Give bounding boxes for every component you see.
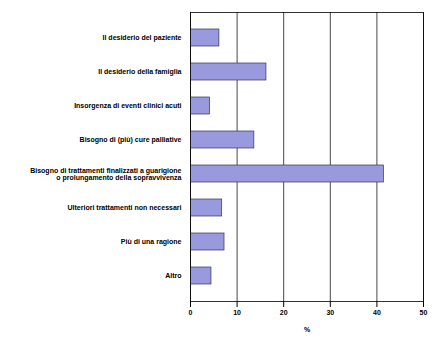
svg-text:Bisogno di trattamenti finaliz: Bisogno di trattamenti finalizzati a gua…: [30, 167, 181, 182]
svg-text:Il desiderio della famiglia: Il desiderio della famiglia: [98, 68, 181, 76]
svg-text:Più di una ragione: Più di una ragione: [121, 238, 182, 246]
svg-text:Ulteriori trattamenti non nece: Ulteriori trattamenti non necessari: [68, 204, 182, 211]
svg-text:10: 10: [233, 309, 241, 316]
svg-text:50: 50: [420, 309, 428, 316]
svg-text:0: 0: [189, 309, 193, 316]
svg-text:40: 40: [373, 309, 381, 316]
svg-text:Altro: Altro: [165, 272, 181, 279]
svg-text:Bisogno di (più) cure palliati: Bisogno di (più) cure palliative: [80, 136, 182, 144]
svg-text:30: 30: [326, 309, 334, 316]
svg-text:Il desiderio del paziente: Il desiderio del paziente: [103, 34, 182, 42]
svg-text:%: %: [304, 326, 311, 333]
svg-text:Insorgenza di eventi clinici a: Insorgenza di eventi clinici acuti: [74, 102, 181, 110]
svg-text:20: 20: [280, 309, 288, 316]
